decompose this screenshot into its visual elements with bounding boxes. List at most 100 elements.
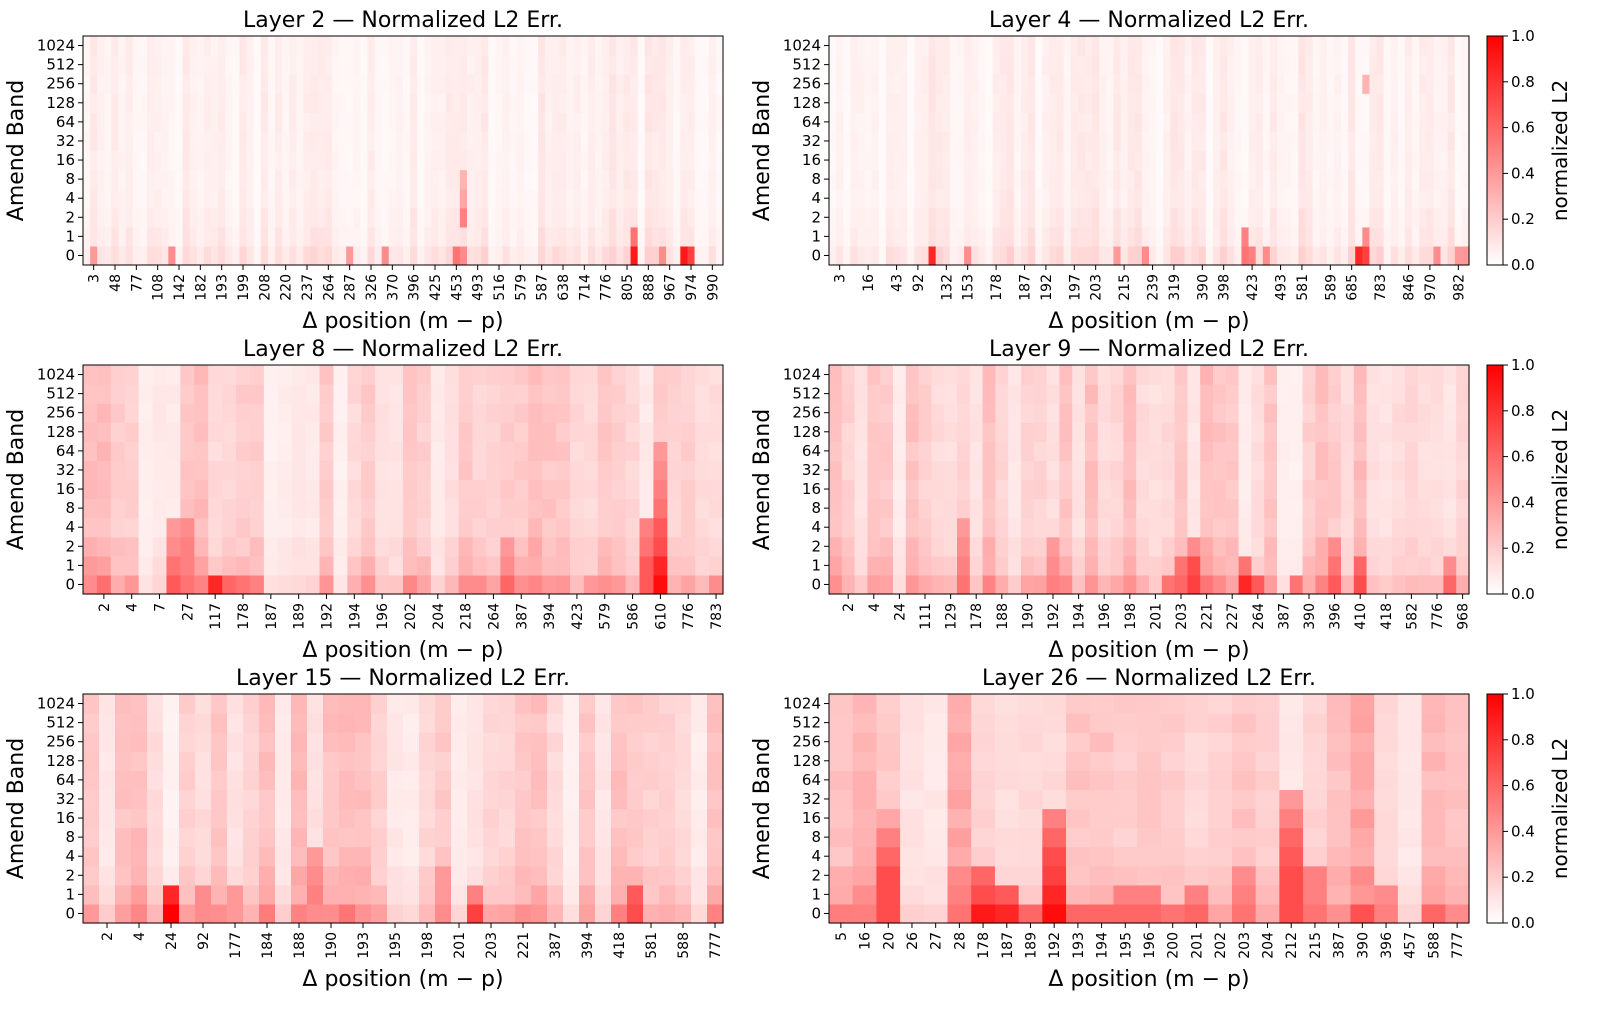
- heatmap-cell: [416, 536, 432, 557]
- heatmap-cell: [331, 226, 340, 247]
- heatmap-cell: [1440, 150, 1449, 171]
- heatmap-cell: [179, 789, 196, 810]
- heatmap-cell: [324, 188, 333, 209]
- heatmap-cell: [417, 169, 425, 190]
- heatmap-cell: [843, 207, 851, 228]
- heatmap-cell: [1374, 789, 1399, 810]
- heatmap-cell: [653, 479, 668, 500]
- heatmap-cell: [850, 93, 859, 113]
- heatmap-cell: [836, 150, 844, 171]
- heatmap-cell: [246, 169, 255, 190]
- heatmap-cell: [388, 112, 397, 133]
- heatmap-cell: [1106, 36, 1115, 56]
- x-axis-label: Δ position (m − p): [302, 309, 503, 334]
- x-tick-label: 2: [841, 603, 857, 612]
- heatmap-cell: [403, 713, 420, 733]
- heatmap-cell: [871, 74, 880, 94]
- heatmap-cell: [563, 694, 580, 714]
- heatmap-cell: [296, 226, 305, 247]
- heatmap-cell: [1059, 555, 1073, 576]
- heatmap-cell: [957, 36, 965, 56]
- y-tick-label: 16: [56, 480, 75, 498]
- x-tick-label: 418: [1379, 603, 1395, 630]
- heatmap-cell: [139, 188, 148, 209]
- chart-title: Layer 15 — Normalized L2 Err.: [236, 666, 570, 691]
- heatmap-cell: [458, 441, 474, 462]
- heatmap-cell: [115, 865, 132, 886]
- heatmap-cell: [547, 713, 564, 733]
- heatmap-cell: [227, 884, 244, 905]
- heatmap-cell: [305, 365, 321, 385]
- heatmap-cell: [1046, 365, 1060, 385]
- heatmap-cell: [152, 460, 168, 481]
- x-tick-label: 129: [944, 603, 960, 630]
- heatmap-cell: [1366, 441, 1380, 462]
- heatmap-cell: [495, 112, 504, 133]
- heatmap-cell: [1312, 112, 1321, 133]
- heatmap-cell: [225, 207, 233, 228]
- heatmap-cell: [1213, 226, 1221, 247]
- heatmap-cell: [715, 131, 724, 152]
- heatmap-cell: [118, 131, 127, 152]
- heatmap-cell: [452, 112, 461, 133]
- heatmap-cell: [211, 713, 228, 733]
- heatmap-cell: [152, 517, 168, 538]
- heatmap-cell: [681, 422, 696, 442]
- heatmap-cell: [695, 574, 710, 595]
- x-tick-label: 888: [641, 274, 657, 301]
- heatmap-cell: [195, 694, 212, 714]
- heatmap-cell: [161, 207, 169, 228]
- heatmap-cell: [243, 865, 260, 886]
- heatmap-cell: [850, 36, 859, 56]
- heatmap-cell: [982, 498, 996, 519]
- heatmap-cell: [1289, 441, 1304, 462]
- heatmap-cell: [438, 188, 447, 209]
- heatmap-cell: [1443, 365, 1457, 385]
- heatmap-cell: [263, 536, 279, 557]
- heatmap-cell: [947, 865, 972, 886]
- heatmap-cell: [419, 694, 436, 714]
- x-tick-label: 587: [535, 274, 551, 301]
- heatmap-cell: [246, 188, 255, 209]
- heatmap-cell: [1160, 694, 1186, 714]
- heatmap-cell: [995, 555, 1009, 576]
- heatmap-cell: [992, 131, 1001, 152]
- heatmap-cell: [1059, 422, 1073, 442]
- heatmap-cell: [1277, 574, 1291, 595]
- heatmap-cell: [147, 732, 164, 752]
- heatmap-cell: [331, 36, 340, 56]
- heatmap-cell: [232, 93, 241, 113]
- heatmap-cell: [189, 131, 198, 152]
- heatmap-cell: [444, 422, 460, 442]
- heatmap-cell: [995, 384, 1009, 404]
- heatmap-cell: [680, 150, 689, 171]
- heatmap-cell: [1070, 93, 1079, 113]
- heatmap-cell: [90, 188, 98, 209]
- heatmap-cell: [323, 884, 340, 905]
- heatmap-cell: [275, 713, 292, 733]
- heatmap-cell: [166, 403, 181, 423]
- heatmap-cell: [1440, 55, 1449, 75]
- heatmap-cell: [639, 403, 655, 423]
- y-tick-label: 8: [811, 170, 821, 188]
- heatmap-cell: [451, 903, 468, 924]
- y-tick-label: 1024: [37, 37, 75, 55]
- heatmap-cell: [110, 441, 126, 462]
- heatmap-cell: [695, 441, 710, 462]
- heatmap-cell: [246, 112, 255, 133]
- heatmap-cell: [1187, 555, 1201, 576]
- heatmap-cell: [514, 460, 529, 481]
- heatmap-cell: [371, 865, 388, 886]
- heatmap-cell: [1405, 403, 1419, 423]
- heatmap-cell: [97, 131, 105, 152]
- heatmap-cell: [1456, 574, 1470, 595]
- heatmap-cell: [715, 93, 724, 113]
- heatmap-cell: [893, 226, 901, 247]
- heatmap-cell: [104, 169, 113, 190]
- heatmap-cell: [914, 93, 923, 113]
- heatmap-cell: [651, 150, 660, 171]
- heatmap-cell: [694, 131, 703, 152]
- heatmap-cell: [1035, 169, 1043, 190]
- heatmap-cell: [971, 827, 996, 848]
- heatmap-cell: [1262, 188, 1271, 209]
